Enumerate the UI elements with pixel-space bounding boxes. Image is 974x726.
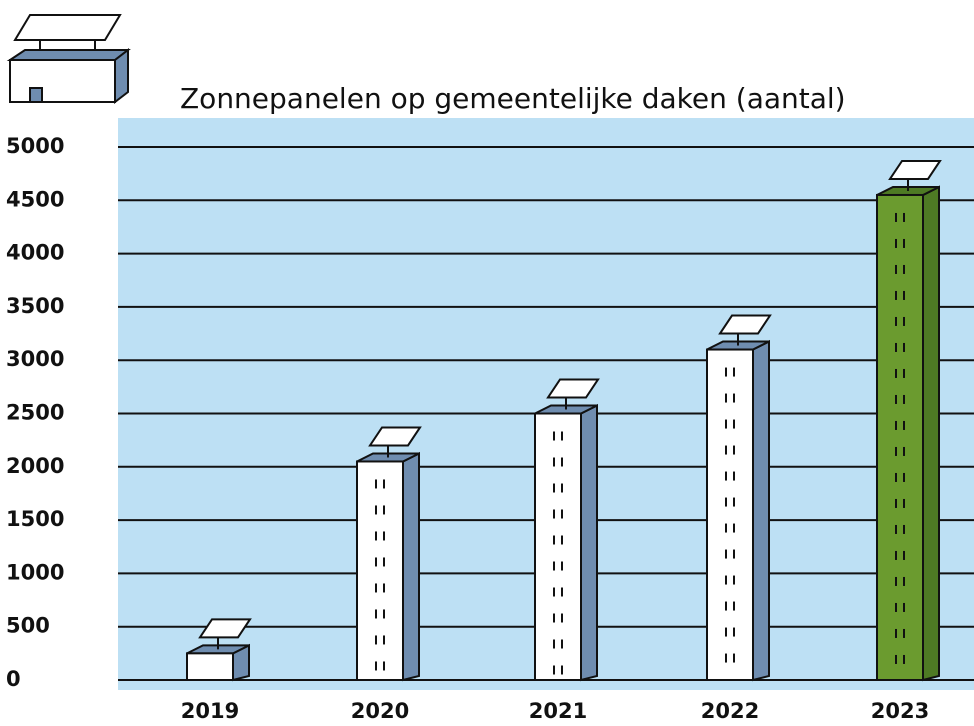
chart-title: Zonnepanelen op gemeentelijke daken (aan… [180,82,846,115]
y-tick-label: 4000 [6,241,64,265]
y-tick-label: 2000 [6,454,64,478]
y-tick-label: 4500 [6,187,64,211]
y-tick-label: 1000 [6,560,64,584]
bar-side [403,453,419,680]
x-tick-label: 2023 [871,699,929,723]
x-tick-label: 2019 [181,699,239,723]
x-tick-label: 2020 [351,699,409,723]
y-tick-label: 3000 [6,347,64,371]
x-tick-label: 2021 [529,699,587,723]
bar [707,350,753,680]
x-tick-label: 2022 [701,699,759,723]
bar [535,414,581,681]
y-tick-label: 0 [6,667,21,691]
y-tick-label: 2500 [6,401,64,425]
chart: Zonnepanelen op gemeentelijke daken (aan… [0,0,974,726]
y-tick-label: 5000 [6,134,64,158]
y-tick-label: 1500 [6,507,64,531]
bar-side [923,187,939,680]
bar [877,195,923,680]
y-tick-label: 3500 [6,294,64,318]
y-tick-label: 500 [6,614,50,638]
bar [187,653,233,680]
bar [357,461,403,680]
bar-side [581,406,597,681]
bar-side [753,342,769,680]
building-icon [10,15,128,102]
